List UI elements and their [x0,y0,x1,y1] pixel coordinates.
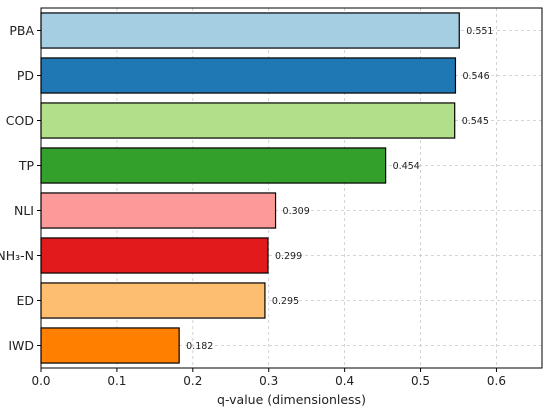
category-label: COD [6,113,34,128]
x-tick-label: 0.4 [335,374,354,388]
bar-iwd [40,327,180,364]
x-tick-label: 0.0 [31,374,50,388]
category-label: PD [17,68,34,83]
category-label: NH₃-N [0,248,34,263]
category-label: TP [18,158,35,173]
bar-ed [40,282,266,319]
bar-pd [40,57,457,94]
category-labels: PBA PD COD TP NLI NH₃-N ED IWD [0,23,34,353]
bar-nh-n [40,237,269,274]
category-label: NLI [14,203,34,218]
bar-value-label: 0.309 [283,206,310,217]
bar-tp [40,147,387,184]
bar-value-label: 0.454 [393,161,420,172]
value-labels: 0.551 0.546 0.545 0.454 0.309 0.299 0.295 0.182 [186,26,493,352]
x-tick-label: 0.5 [411,374,430,388]
x-tick-label: 0.1 [107,374,126,388]
bar-cod [40,102,456,139]
bar-value-label: 0.546 [462,71,489,82]
plot-frame [40,7,543,369]
x-axis-title: q-value (dimensionless) [217,392,366,407]
bar-value-label: 0.551 [466,26,493,37]
bars [40,12,460,364]
x-tick-label: 0.2 [183,374,202,388]
bar-value-label: 0.299 [275,251,302,262]
x-tick-label: 0.3 [259,374,278,388]
bar-value-label: 0.295 [272,296,299,307]
category-label: ED [16,293,34,308]
bar-nli [40,192,277,229]
category-label: PBA [9,23,34,38]
x-ticks: 0.0 0.1 0.2 0.3 0.4 0.5 0.6 [31,30,506,388]
x-tick-label: 0.6 [487,374,506,388]
category-label: IWD [8,338,34,353]
bar-pba [40,12,460,49]
bar-value-label: 0.182 [186,341,213,352]
bar-value-label: 0.545 [462,116,489,127]
